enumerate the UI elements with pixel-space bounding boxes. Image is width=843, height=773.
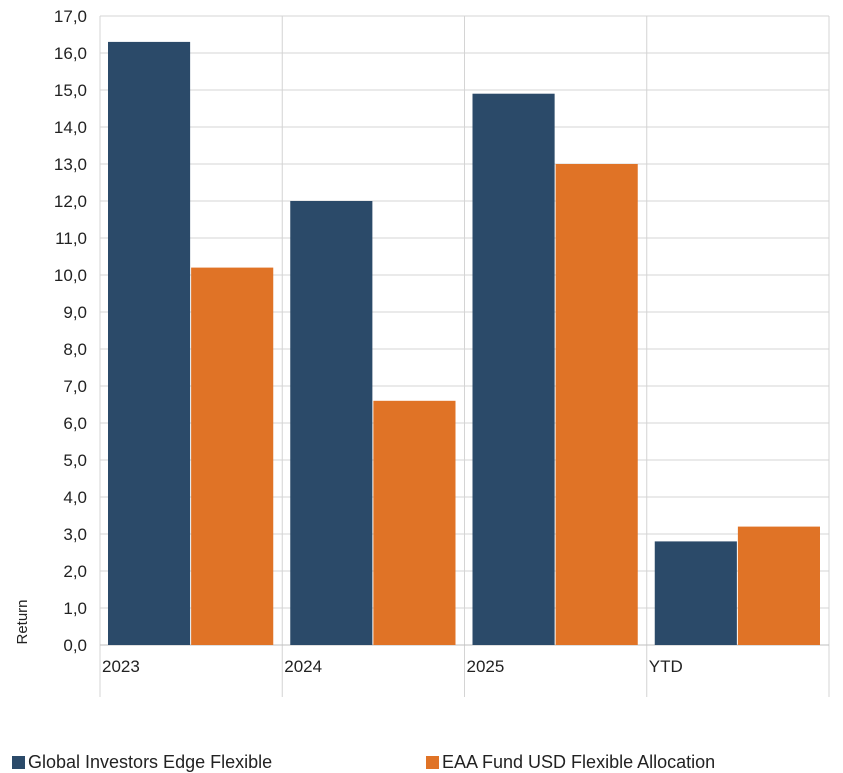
y-tick-label: 6,0 <box>63 414 87 433</box>
legend-label-series-2: EAA Fund USD Flexible Allocation <box>442 752 716 772</box>
bar-series-2-2025 <box>555 164 638 645</box>
bar-series-1-2023 <box>108 41 191 645</box>
y-tick-label: 7,0 <box>63 377 87 396</box>
bar-series-1-2024 <box>290 201 373 645</box>
legend-item-series-1: Global Investors Edge Flexible <box>12 752 272 773</box>
y-tick-label: 16,0 <box>54 44 87 63</box>
y-tick-label: 2,0 <box>63 562 87 581</box>
y-tick-label: 1,0 <box>63 599 87 618</box>
category-label: 2025 <box>467 657 505 676</box>
category-label: 2024 <box>284 657 322 676</box>
y-tick-label: 13,0 <box>54 155 87 174</box>
bar-series-1-2025 <box>472 93 555 645</box>
category-label: 2023 <box>102 657 140 676</box>
y-tick-label: 3,0 <box>63 525 87 544</box>
y-axis-label: Return <box>14 599 31 644</box>
bar-series-2-2023 <box>191 267 274 645</box>
y-tick-label: 15,0 <box>54 81 87 100</box>
bar-series-2-ytd <box>737 526 820 645</box>
legend-swatch-series-1 <box>12 756 25 769</box>
y-tick-label: 14,0 <box>54 118 87 137</box>
y-tick-label: 12,0 <box>54 192 87 211</box>
legend-swatch-series-2 <box>426 756 439 769</box>
legend-item-series-2: EAA Fund USD Flexible Allocation <box>426 752 715 773</box>
legend: Global Investors Edge Flexible EAA Fund … <box>12 752 842 772</box>
bars <box>108 41 820 645</box>
bar-chart: 0,0 1,0 2,0 3,0 4,0 5,0 6,0 7,0 8,0 9,0 10,0 11,0 12… <box>14 7 830 697</box>
bar-series-1-ytd <box>654 541 737 645</box>
category-label: YTD <box>649 657 683 676</box>
y-tick-labels: 0,0 1,0 2,0 3,0 4,0 5,0 6,0 7,0 8,0 9,0 10,0 11,0 12… <box>54 7 87 655</box>
y-tick-label: 8,0 <box>63 340 87 359</box>
y-tick-label: 10,0 <box>54 266 87 285</box>
y-tick-label: 5,0 <box>63 451 87 470</box>
category-labels: 2023 2024 2025 YTD <box>102 657 683 676</box>
y-tick-label: 4,0 <box>63 488 87 507</box>
legend-label-series-1: Global Investors Edge Flexible <box>28 752 273 772</box>
y-tick-label: 17,0 <box>54 7 87 26</box>
bar-series-2-2024 <box>373 400 456 645</box>
y-tick-label: 0,0 <box>63 636 87 655</box>
y-tick-label: 9,0 <box>63 303 87 322</box>
y-tick-label: 11,0 <box>55 229 87 248</box>
